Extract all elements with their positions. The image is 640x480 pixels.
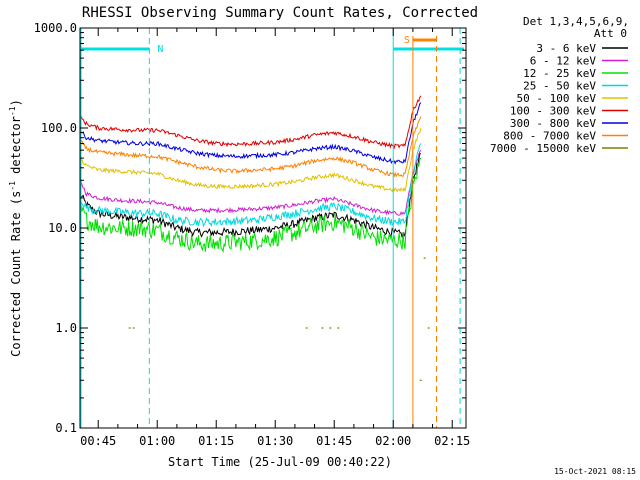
y-axis-label-end: )	[9, 99, 23, 106]
series-line	[79, 127, 422, 193]
legend-label: 100 - 300 keV	[510, 105, 596, 118]
s-label: S	[404, 35, 410, 46]
legend-label: 12 - 25 keV	[523, 67, 596, 80]
timestamp: 15-Oct-2021 08:15	[554, 467, 636, 476]
overlay-layer: NS	[80, 28, 465, 428]
y-tick-label: 1.0	[55, 321, 77, 335]
series-5	[79, 95, 422, 150]
x-tick-label: 02:15	[434, 434, 470, 448]
y-axis-label-mid: detector	[9, 116, 23, 181]
y-axis: 0.1 1.0 10.0 100.0 1000.0	[34, 21, 466, 435]
series-layer	[79, 95, 430, 381]
series-7	[79, 116, 422, 178]
legend-label: 800 - 7000 keV	[503, 130, 596, 143]
legend-label: 6 - 12 keV	[530, 55, 597, 68]
legend-header-2: Att 0	[594, 27, 627, 40]
x-tick-label: 02:00	[375, 434, 411, 448]
series-line	[79, 143, 422, 228]
x-axis: 00:45 01:00 01:15 01:30 01:45 02:00 02:15	[80, 28, 470, 448]
y-axis-label: Corrected Count Rate (s-1 detector-1)	[8, 99, 23, 357]
x-tick-label: 01:15	[198, 434, 234, 448]
saa-label: N	[157, 44, 163, 55]
legend-header-1: Det 1,3,4,5,6,9,	[523, 15, 629, 28]
legend-label: 7000 - 15000 keV	[490, 142, 596, 155]
y-axis-label-sup1: -1	[8, 181, 17, 191]
y-tick-label: 1000.0	[34, 21, 77, 35]
y-tick-label: 0.1	[55, 421, 77, 435]
y-axis-label-main: Corrected Count Rate (s	[9, 191, 23, 357]
x-tick-label: 01:30	[257, 434, 293, 448]
legend-label: 50 - 100 keV	[517, 92, 597, 105]
series-line	[79, 149, 422, 216]
series-line	[79, 102, 422, 165]
x-tick-label: 00:45	[80, 434, 116, 448]
series-line	[79, 157, 422, 254]
x-axis-label: Start Time (25-Jul-09 00:40:22)	[168, 455, 392, 469]
y-axis-label-sup2: -1	[8, 106, 17, 116]
y-tick-label: 10.0	[48, 221, 77, 235]
series-8	[128, 257, 430, 381]
series-6	[79, 102, 422, 165]
series-line	[79, 152, 422, 238]
series-line	[79, 95, 422, 150]
series-4	[79, 127, 422, 193]
series-0	[79, 152, 422, 238]
series-line	[79, 116, 422, 178]
series-3	[79, 143, 422, 228]
legend-label: 25 - 50 keV	[523, 80, 596, 93]
series-2	[79, 157, 422, 254]
legend-label: 300 - 800 keV	[510, 117, 596, 130]
legend-label: 3 - 6 keV	[536, 42, 596, 55]
series-1	[79, 149, 422, 216]
y-tick-label: 100.0	[41, 121, 77, 135]
x-tick-label: 01:45	[316, 434, 352, 448]
x-tick-label: 01:00	[139, 434, 175, 448]
chart-title: RHESSI Observing Summary Count Rates, Co…	[82, 5, 478, 21]
